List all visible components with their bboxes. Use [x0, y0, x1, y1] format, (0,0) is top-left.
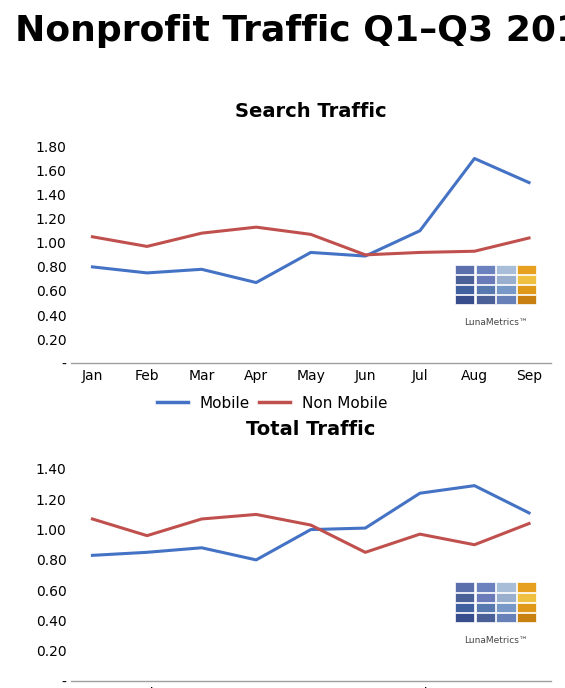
- Text: LunaMetrics™: LunaMetrics™: [464, 636, 528, 645]
- Bar: [517, 603, 536, 612]
- Bar: [476, 583, 495, 592]
- Bar: [496, 295, 515, 304]
- Bar: [476, 265, 495, 274]
- Bar: [496, 603, 515, 612]
- Bar: [517, 275, 536, 284]
- Bar: [476, 295, 495, 304]
- Bar: [517, 265, 536, 274]
- Bar: [476, 613, 495, 623]
- Title: Total Traffic: Total Traffic: [246, 420, 375, 439]
- Bar: [496, 275, 515, 284]
- Bar: [496, 583, 515, 592]
- Bar: [455, 603, 474, 612]
- Bar: [476, 592, 495, 602]
- Bar: [517, 295, 536, 304]
- Bar: [517, 583, 536, 592]
- Text: LunaMetrics™: LunaMetrics™: [464, 318, 528, 327]
- Bar: [455, 265, 474, 274]
- Text: Nonprofit Traffic Q1–Q3 2013: Nonprofit Traffic Q1–Q3 2013: [15, 14, 565, 48]
- Legend: Mobile, Non Mobile: Mobile, Non Mobile: [151, 389, 394, 417]
- Bar: [455, 295, 474, 304]
- Bar: [517, 285, 536, 294]
- Bar: [455, 592, 474, 602]
- Title: Search Traffic: Search Traffic: [235, 103, 386, 121]
- Bar: [476, 275, 495, 284]
- Bar: [496, 285, 515, 294]
- Bar: [517, 613, 536, 623]
- Bar: [455, 613, 474, 623]
- Bar: [455, 285, 474, 294]
- Bar: [496, 265, 515, 274]
- Bar: [476, 285, 495, 294]
- Bar: [455, 275, 474, 284]
- Bar: [476, 603, 495, 612]
- Bar: [496, 613, 515, 623]
- Bar: [517, 592, 536, 602]
- Bar: [496, 592, 515, 602]
- Bar: [455, 583, 474, 592]
